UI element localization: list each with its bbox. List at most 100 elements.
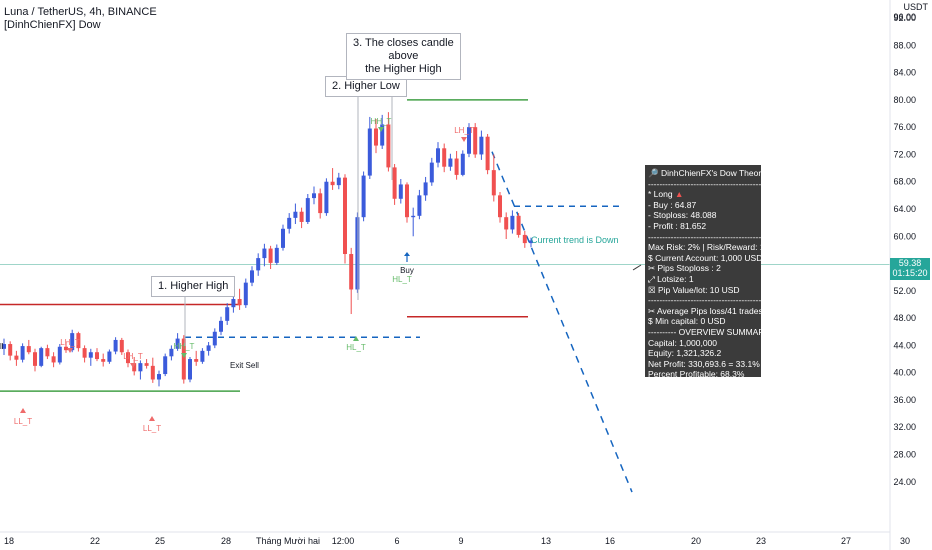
candle-body [243, 282, 248, 306]
candle [485, 133, 490, 175]
candle [330, 168, 335, 190]
candle [33, 348, 37, 372]
candle-body [380, 124, 385, 146]
panel-pointer [632, 264, 642, 271]
down-triangle-icon [130, 363, 136, 368]
candle [312, 186, 316, 205]
candle [467, 123, 471, 158]
candle-body [219, 320, 223, 332]
candle [386, 112, 391, 172]
candle-body [157, 374, 161, 380]
y-tick: 68.00 [893, 177, 916, 187]
candle [336, 172, 341, 190]
y-tick: 80.00 [893, 95, 916, 105]
candle [374, 118, 378, 154]
panel-line: Equity: 1,321,326.2 [648, 348, 722, 359]
candle [343, 174, 347, 264]
panel-line: - Buy : 64.87 [648, 199, 697, 210]
candle-body [274, 247, 279, 263]
candle-body [26, 346, 31, 353]
candle-body [436, 148, 440, 163]
candle [113, 337, 118, 355]
candles-layer [2, 112, 533, 387]
marks-layer: LH_T LH_T LH_T HH_T HH_T HL_T HL_T LL_T LL_T ll Ex… [0, 71, 642, 433]
close-above-label: 3. The closes candle above the Higher Hi… [346, 33, 461, 80]
candle [411, 207, 416, 237]
candle-countdown: 01:15:20 [892, 268, 928, 278]
candle-body [64, 346, 68, 351]
candle-body [250, 270, 254, 283]
candle [51, 352, 56, 368]
candle-body [188, 359, 192, 380]
ll-label: LL_T [143, 424, 161, 433]
candle-body [336, 177, 341, 186]
indicator-title: [DinhChienFX] Dow [4, 19, 101, 31]
x-tick: 18 [4, 536, 14, 546]
panel-line: ----------------------------------------… [648, 295, 761, 306]
candle-body [70, 333, 75, 351]
hl-label: HL_T [392, 275, 412, 284]
panel-line: ----------------------------------------… [648, 178, 761, 189]
y-tick: 64.00 [893, 204, 916, 214]
candle-body [231, 299, 236, 308]
candle [287, 213, 292, 234]
hh-label: HH_T [174, 342, 195, 351]
x-tick: 20 [691, 536, 701, 546]
candle-body [343, 177, 347, 255]
candle-body [467, 127, 471, 154]
candle-body [57, 346, 62, 363]
x-tick: 13 [541, 536, 551, 546]
candle-body [516, 215, 521, 235]
y-tick: 84.00 [893, 68, 916, 78]
candle [225, 303, 230, 325]
candle [237, 288, 242, 310]
candle [119, 337, 124, 355]
candle-body [39, 348, 44, 366]
candle [206, 341, 211, 356]
candle [529, 237, 533, 248]
strategy-panel: 🔎 DinhChienFX's Dow Theory Strategy ----… [645, 165, 761, 377]
candle-body [45, 348, 50, 357]
candle-body [88, 352, 93, 358]
candle-body [367, 128, 372, 176]
panel-line: * Long ▲ [648, 189, 684, 200]
lh-label: LH_T [60, 338, 80, 347]
candle [380, 114, 385, 149]
candle-body [405, 184, 409, 218]
y-tick: 88.00 [893, 40, 916, 50]
candle-body [113, 339, 118, 352]
y-tick: 92.00 [893, 13, 916, 23]
candle [305, 193, 310, 225]
down-triangle-icon [461, 137, 467, 142]
candle-body [14, 355, 19, 360]
buy-arrow-head-icon [404, 252, 410, 256]
trend-label: Current trend is Down [531, 235, 619, 245]
candle-body [479, 136, 484, 155]
candle [200, 348, 205, 364]
candle-body [318, 193, 323, 214]
y-tick-top: 96.00 [893, 12, 916, 22]
candle-body [498, 195, 502, 218]
candle-body [504, 217, 509, 230]
candle-body [398, 184, 403, 199]
candle-body [522, 234, 527, 244]
candle-body [76, 333, 81, 349]
y-tick: 72.00 [893, 149, 916, 159]
candle [2, 338, 6, 355]
candle-body [150, 365, 155, 380]
hl-label: HL_T [346, 343, 366, 352]
candle-body [454, 158, 459, 175]
candle [504, 212, 509, 240]
candle-body [51, 356, 56, 363]
x-tick: 25 [155, 536, 165, 546]
candle-body [529, 240, 533, 244]
candle-body [411, 215, 416, 218]
candle-body [200, 350, 205, 362]
y-tick: 76.00 [893, 122, 916, 132]
ll-label: LL_T [14, 417, 32, 426]
candle-body [119, 339, 124, 353]
candle [39, 346, 44, 368]
candle [8, 341, 13, 361]
